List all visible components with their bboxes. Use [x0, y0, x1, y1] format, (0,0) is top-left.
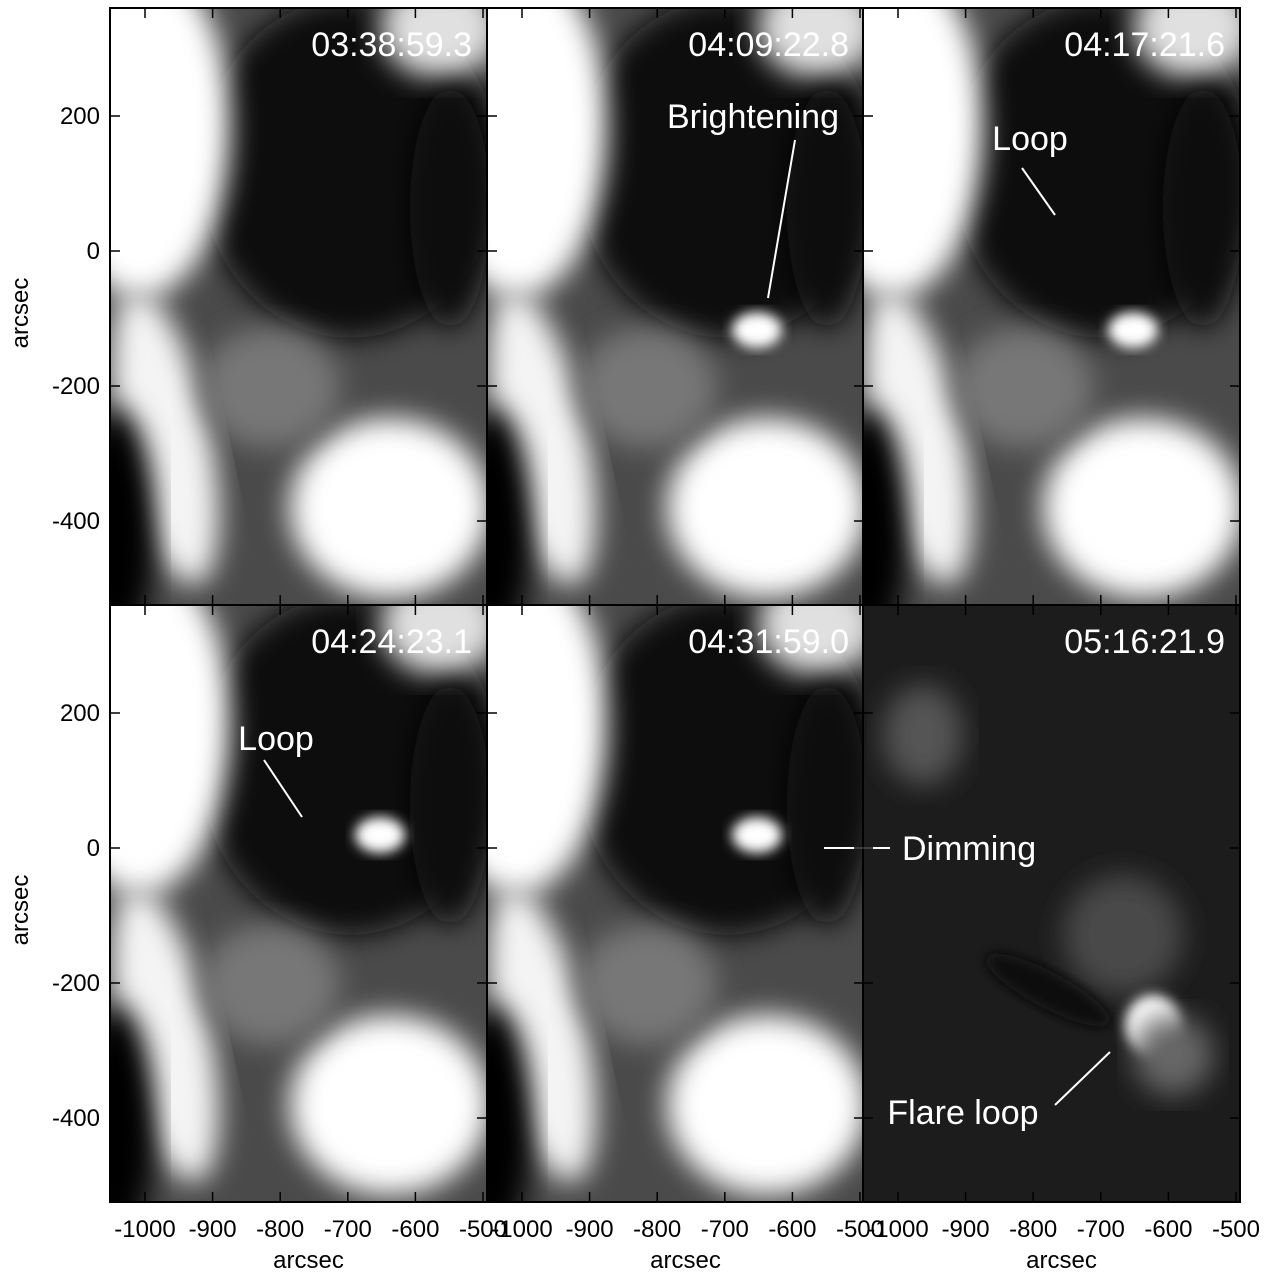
image-feature	[111, 290, 219, 586]
image-feature	[985, 953, 1111, 1027]
y-tick-label: 0	[87, 238, 100, 265]
image-feature	[1108, 312, 1158, 348]
timestamp: 03:38:59.3	[311, 26, 472, 64]
x-tick-label: -1000	[491, 1216, 552, 1243]
timestamp: 04:09:22.8	[688, 26, 849, 64]
image-feature	[1063, 875, 1183, 995]
x-axis-title: arcsec	[1026, 1247, 1097, 1274]
image-feature	[732, 817, 782, 853]
x-tick-label: -900	[189, 1216, 237, 1243]
x-tick-label: -600	[768, 1216, 816, 1243]
annotation: Loop	[238, 720, 314, 758]
panel-frame	[862, 604, 1241, 1203]
image-feature	[667, 418, 864, 598]
timestamp: 04:17:21.6	[1064, 26, 1225, 64]
y-tick-label: -200	[52, 373, 100, 400]
image-feature	[110, 408, 155, 605]
panel-image	[110, 8, 487, 605]
panel-image	[487, 8, 864, 605]
image-feature	[200, 328, 340, 448]
image-feature	[863, 408, 908, 605]
x-tick-label: -1000	[114, 1216, 175, 1243]
image-feature	[787, 685, 864, 925]
image-feature	[110, 1005, 155, 1202]
image-feature	[883, 685, 963, 785]
image-feature	[410, 88, 487, 328]
y-tick-label: 0	[87, 835, 100, 862]
image-feature	[757, 8, 864, 78]
image-feature	[487, 408, 532, 605]
panel-image	[110, 605, 487, 1202]
image-feature	[577, 328, 717, 448]
x-tick-label: -700	[1077, 1216, 1125, 1243]
image-feature	[757, 605, 864, 675]
y-tick-label: -400	[52, 1105, 100, 1132]
image-feature	[667, 1015, 864, 1195]
image-feature	[380, 605, 487, 675]
y-tick-label: 200	[60, 700, 100, 727]
image-feature	[290, 418, 487, 598]
x-tick-label: -600	[1144, 1216, 1192, 1243]
timestamp: 04:31:59.0	[688, 623, 849, 661]
image-feature	[577, 925, 717, 1045]
x-tick-label: -800	[1009, 1216, 1057, 1243]
image-feature	[488, 290, 596, 586]
panel-image	[487, 605, 864, 1202]
image-feature	[1043, 418, 1240, 598]
image-feature	[953, 328, 1093, 448]
image-feature	[487, 1005, 532, 1202]
annotation-pointer	[1021, 167, 1056, 216]
annotation: Loop	[992, 120, 1068, 158]
x-tick-label: -900	[566, 1216, 614, 1243]
x-axis-title: arcsec	[273, 1247, 344, 1274]
x-tick-label: -800	[256, 1216, 304, 1243]
x-tick-label: -800	[633, 1216, 681, 1243]
y-tick-label: -400	[52, 508, 100, 535]
image-feature	[787, 88, 864, 328]
image-feature	[1163, 88, 1240, 328]
image-feature	[1133, 8, 1240, 78]
x-axis-title: arcsec	[650, 1247, 721, 1274]
image-feature	[1133, 1015, 1213, 1095]
x-tick-label: -700	[324, 1216, 372, 1243]
annotation-pointer	[767, 139, 796, 299]
image-feature	[410, 685, 487, 925]
image-feature	[732, 312, 782, 348]
x-tick-label: -500	[459, 1216, 507, 1243]
x-tick-label: -600	[391, 1216, 439, 1243]
x-tick-label: -500	[836, 1216, 884, 1243]
timestamp: 04:24:23.1	[311, 623, 472, 661]
y-axis-title: arcsec	[7, 278, 34, 349]
image-feature	[863, 8, 983, 298]
x-tick-label: -1000	[867, 1216, 928, 1243]
annotation: Dimming	[902, 830, 1036, 868]
image-feature	[200, 925, 340, 1045]
panel-image	[863, 8, 1240, 605]
annotation: Brightening	[667, 98, 839, 136]
image-feature	[290, 1015, 487, 1195]
image-feature	[355, 817, 405, 853]
image-feature	[487, 8, 607, 298]
image-feature	[864, 290, 972, 586]
annotation-pointer	[1054, 1051, 1111, 1106]
y-axis-title: arcsec	[7, 875, 34, 946]
annotation-pointer	[263, 759, 303, 818]
image-feature	[110, 605, 230, 895]
y-tick-label: -200	[52, 970, 100, 997]
x-tick-label: -900	[942, 1216, 990, 1243]
timestamp: 05:16:21.9	[1064, 623, 1225, 661]
x-tick-label: -700	[701, 1216, 749, 1243]
panel-image	[863, 605, 1240, 1202]
y-tick-label: 200	[60, 103, 100, 130]
image-feature	[488, 887, 596, 1183]
image-feature	[111, 887, 219, 1183]
annotation: Flare loop	[887, 1094, 1038, 1132]
image-feature	[380, 8, 487, 78]
image-feature	[487, 605, 607, 895]
image-feature	[110, 8, 230, 298]
x-tick-label: -500	[1212, 1216, 1260, 1243]
